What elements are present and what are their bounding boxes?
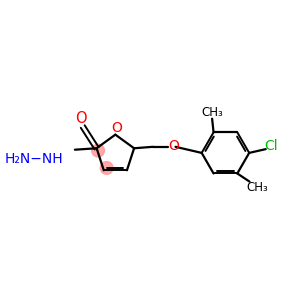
Circle shape [100, 162, 113, 174]
Text: O: O [111, 121, 122, 135]
Text: O: O [76, 111, 87, 126]
Circle shape [92, 144, 104, 157]
Text: CH₃: CH₃ [246, 181, 268, 194]
Text: CH₃: CH₃ [201, 106, 223, 118]
Text: H₂N−NH: H₂N−NH [5, 152, 64, 166]
Text: O: O [168, 139, 178, 153]
Text: Cl: Cl [264, 139, 278, 153]
